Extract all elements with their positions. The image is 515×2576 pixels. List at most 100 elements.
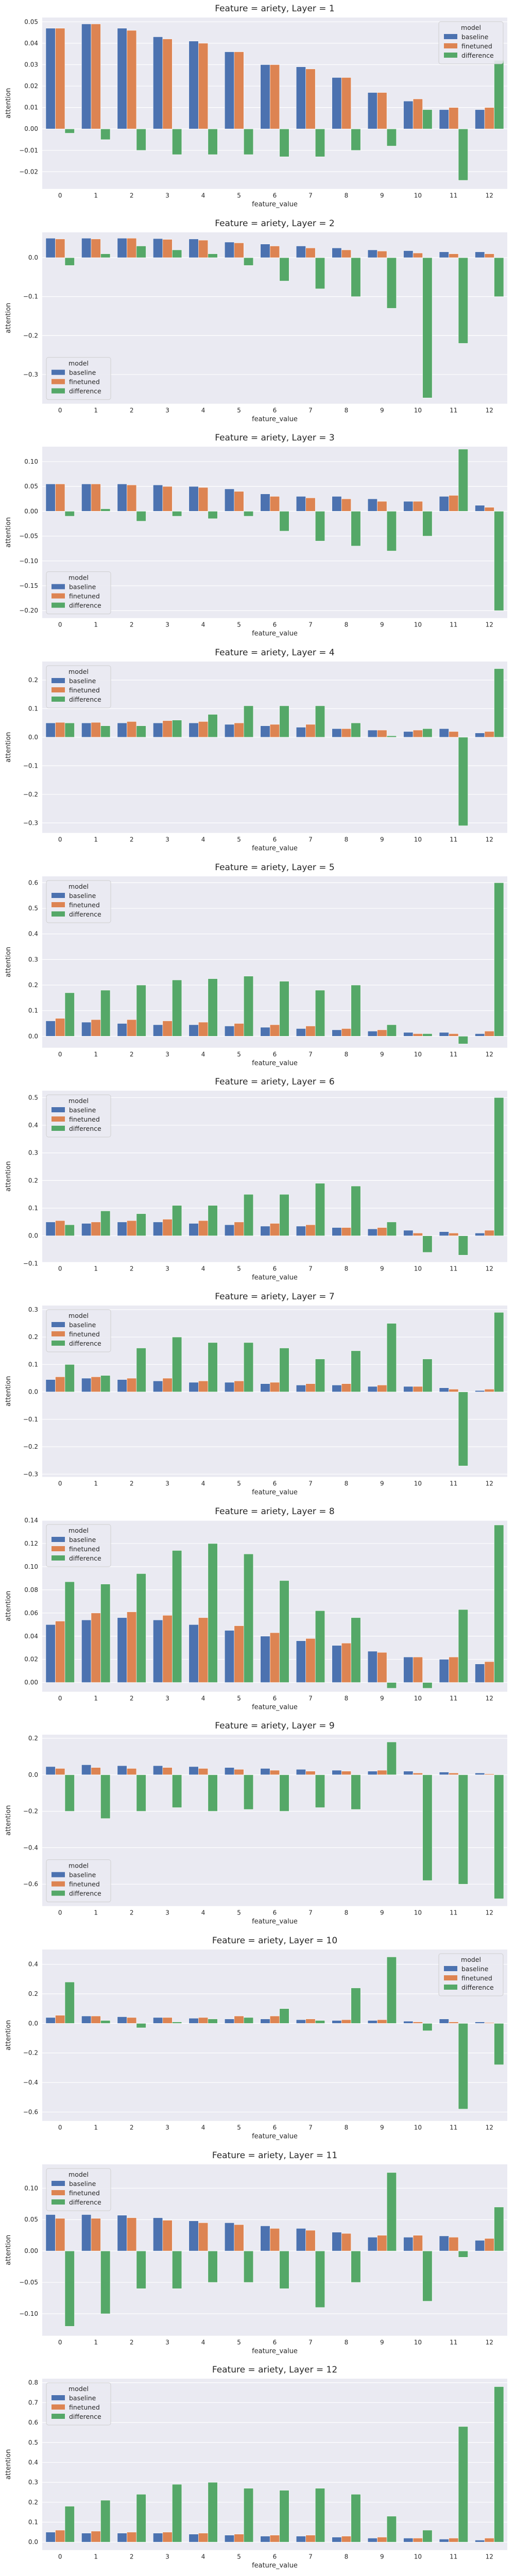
legend-entry-finetuned: finetuned bbox=[69, 592, 100, 600]
bar-baseline-6 bbox=[260, 2019, 270, 2024]
bar-finetuned-0 bbox=[55, 28, 65, 129]
bar-baseline-2 bbox=[117, 484, 127, 512]
x-tick-label: 3 bbox=[165, 2124, 169, 2131]
bar-difference-11 bbox=[458, 2426, 468, 2543]
x-tick-label: 8 bbox=[345, 2553, 349, 2561]
legend-swatch-finetuned bbox=[52, 379, 65, 384]
bar-finetuned-12 bbox=[484, 107, 494, 129]
y-tick-label: 0.0 bbox=[28, 2539, 38, 2546]
bar-difference-12 bbox=[494, 257, 504, 297]
bar-baseline-8 bbox=[332, 1227, 342, 1236]
x-tick-label: 12 bbox=[486, 406, 493, 414]
bar-finetuned-6 bbox=[269, 64, 280, 129]
legend-entry-baseline: baseline bbox=[69, 2394, 96, 2402]
x-tick-label: 9 bbox=[380, 192, 384, 199]
bar-baseline-5 bbox=[224, 724, 235, 738]
x-tick-label: 7 bbox=[308, 1050, 313, 1058]
legend-entry-finetuned: finetuned bbox=[69, 901, 100, 909]
bar-baseline-4 bbox=[188, 2534, 199, 2543]
bar-difference-9 bbox=[386, 2516, 397, 2543]
x-tick-label: 12 bbox=[486, 192, 493, 199]
bar-baseline-12 bbox=[475, 1390, 485, 1392]
bar-finetuned-3 bbox=[162, 239, 173, 258]
y-tick-label: 0.8 bbox=[28, 2379, 38, 2386]
legend-swatch-finetuned bbox=[52, 902, 65, 907]
x-tick-label: 2 bbox=[130, 621, 134, 629]
bar-baseline-5 bbox=[224, 2535, 235, 2543]
bar-baseline-1 bbox=[81, 24, 92, 129]
bar-difference-3 bbox=[172, 2484, 182, 2543]
bar-difference-3 bbox=[172, 720, 182, 738]
chart-title: Feature = ariety, Layer = 3 bbox=[215, 433, 334, 443]
bar-difference-11 bbox=[458, 1392, 468, 1466]
bar-difference-5 bbox=[244, 128, 254, 155]
chart-title: Feature = ariety, Layer = 5 bbox=[215, 862, 334, 873]
legend-title: model bbox=[68, 1862, 89, 1870]
y-tick-label: −0.20 bbox=[19, 607, 38, 615]
bar-finetuned-8 bbox=[341, 1642, 351, 1683]
x-tick-label: 10 bbox=[414, 621, 422, 629]
legend-swatch-baseline bbox=[52, 1536, 65, 1542]
legend-swatch-baseline bbox=[52, 1107, 65, 1113]
y-tick-label: 0.0 bbox=[28, 1388, 38, 1396]
bar-baseline-1 bbox=[81, 2533, 92, 2543]
bar-finetuned-3 bbox=[162, 1378, 173, 1392]
bar-finetuned-6 bbox=[269, 1770, 280, 1775]
bar-baseline-1 bbox=[81, 2015, 92, 2024]
x-tick-label: 10 bbox=[414, 1909, 422, 1917]
bar-finetuned-4 bbox=[198, 1617, 209, 1683]
bar-finetuned-12 bbox=[484, 1661, 494, 1683]
legend-swatch-finetuned bbox=[52, 1116, 65, 1122]
bar-difference-6 bbox=[279, 1348, 289, 1392]
bar-difference-12 bbox=[494, 2207, 504, 2251]
x-tick-label: 10 bbox=[414, 406, 422, 414]
bar-baseline-1 bbox=[81, 238, 92, 258]
bar-finetuned-7 bbox=[305, 2230, 316, 2251]
y-tick-label: 0.14 bbox=[24, 1517, 38, 1524]
x-axis-label: feature_value bbox=[252, 2562, 298, 2570]
bar-finetuned-10 bbox=[413, 1773, 423, 1775]
x-tick-label: 5 bbox=[237, 406, 241, 414]
bar-baseline-5 bbox=[224, 2222, 235, 2251]
bar-baseline-10 bbox=[403, 100, 414, 129]
y-tick-label: −0.3 bbox=[23, 371, 38, 378]
bar-finetuned-9 bbox=[377, 1652, 387, 1683]
x-tick-label: 3 bbox=[165, 621, 169, 629]
bar-baseline-12 bbox=[475, 2240, 485, 2251]
bar-baseline-8 bbox=[332, 1770, 342, 1775]
bar-baseline-1 bbox=[81, 1378, 92, 1392]
chart-title: Feature = ariety, Layer = 4 bbox=[215, 648, 334, 658]
x-tick-label: 11 bbox=[450, 2553, 457, 2561]
bar-finetuned-8 bbox=[341, 499, 351, 512]
legend-entry-baseline: baseline bbox=[69, 892, 96, 900]
x-tick-label: 0 bbox=[58, 406, 62, 414]
legend-swatch-finetuned bbox=[52, 2404, 65, 2410]
bar-finetuned-8 bbox=[341, 77, 351, 129]
bar-difference-10 bbox=[422, 1033, 433, 1037]
bar-baseline-9 bbox=[367, 249, 377, 258]
x-tick-label: 12 bbox=[486, 1480, 493, 1487]
x-axis-label: feature_value bbox=[252, 2133, 298, 2141]
legend-swatch-difference bbox=[52, 388, 65, 394]
bar-difference-12 bbox=[494, 882, 504, 1037]
bar-finetuned-2 bbox=[127, 485, 137, 512]
bar-difference-3 bbox=[172, 1336, 182, 1392]
bar-finetuned-3 bbox=[162, 39, 173, 129]
bar-baseline-2 bbox=[117, 1617, 127, 1683]
y-tick-label: 0.04 bbox=[24, 40, 38, 47]
x-tick-label: 11 bbox=[450, 1050, 457, 1058]
y-tick-label: 0.3 bbox=[28, 1306, 38, 1313]
bar-finetuned-6 bbox=[269, 1223, 280, 1236]
y-tick-label: −0.10 bbox=[19, 2310, 38, 2317]
legend-swatch-baseline bbox=[52, 369, 65, 375]
legend-title: model bbox=[68, 1312, 89, 1319]
x-tick-label: 7 bbox=[308, 1909, 313, 1917]
bar-baseline-11 bbox=[439, 1772, 449, 1775]
y-tick-label: −0.10 bbox=[19, 557, 38, 565]
legend-title: model bbox=[68, 668, 89, 675]
bar-baseline-2 bbox=[117, 1766, 127, 1775]
bar-finetuned-9 bbox=[377, 92, 387, 129]
